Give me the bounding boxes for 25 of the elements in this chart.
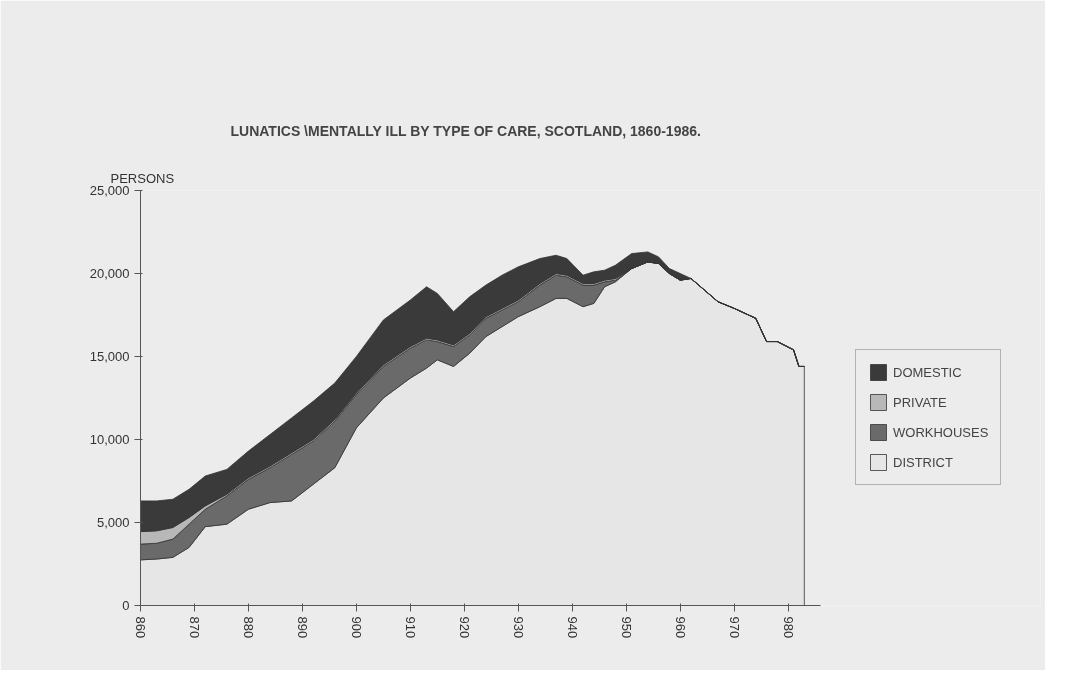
x-tick-label: 890 <box>294 616 310 639</box>
x-tick-label: 920 <box>456 616 472 639</box>
chart-title: LUNATICS \MENTALLY ILL BY TYPE OF CARE, SCOTLAND, 1860-1986. <box>230 122 701 139</box>
y-tick-label: 0 <box>122 598 130 613</box>
y-tick-label: 20,000 <box>89 266 130 281</box>
y-tick-label: 10,000 <box>89 432 130 447</box>
x-tick-label: 980 <box>780 616 796 639</box>
legend-label: DISTRICT <box>893 454 953 470</box>
legend-label: WORKHOUSES <box>893 424 989 440</box>
y-tick-label: 25,000 <box>89 183 130 198</box>
x-tick-label: 910 <box>402 616 418 639</box>
legend-label: DOMESTIC <box>893 364 962 380</box>
x-tick-label: 950 <box>618 616 634 639</box>
x-tick-label: 970 <box>726 616 742 639</box>
x-tick-label: 900 <box>348 616 364 639</box>
x-tick-label: 880 <box>240 616 256 639</box>
y-tick-label: 5,000 <box>96 515 130 530</box>
x-tick-label: 930 <box>510 616 526 639</box>
x-tick-label: 860 <box>133 616 148 639</box>
x-tick-label: 940 <box>564 616 580 639</box>
y-tick-label: 15,000 <box>89 349 130 364</box>
x-tick-label: 870 <box>186 616 202 639</box>
x-tick-label: 960 <box>672 616 688 639</box>
y-axis-title: PERSONS <box>110 170 175 186</box>
legend-label: PRIVATE <box>893 394 947 410</box>
